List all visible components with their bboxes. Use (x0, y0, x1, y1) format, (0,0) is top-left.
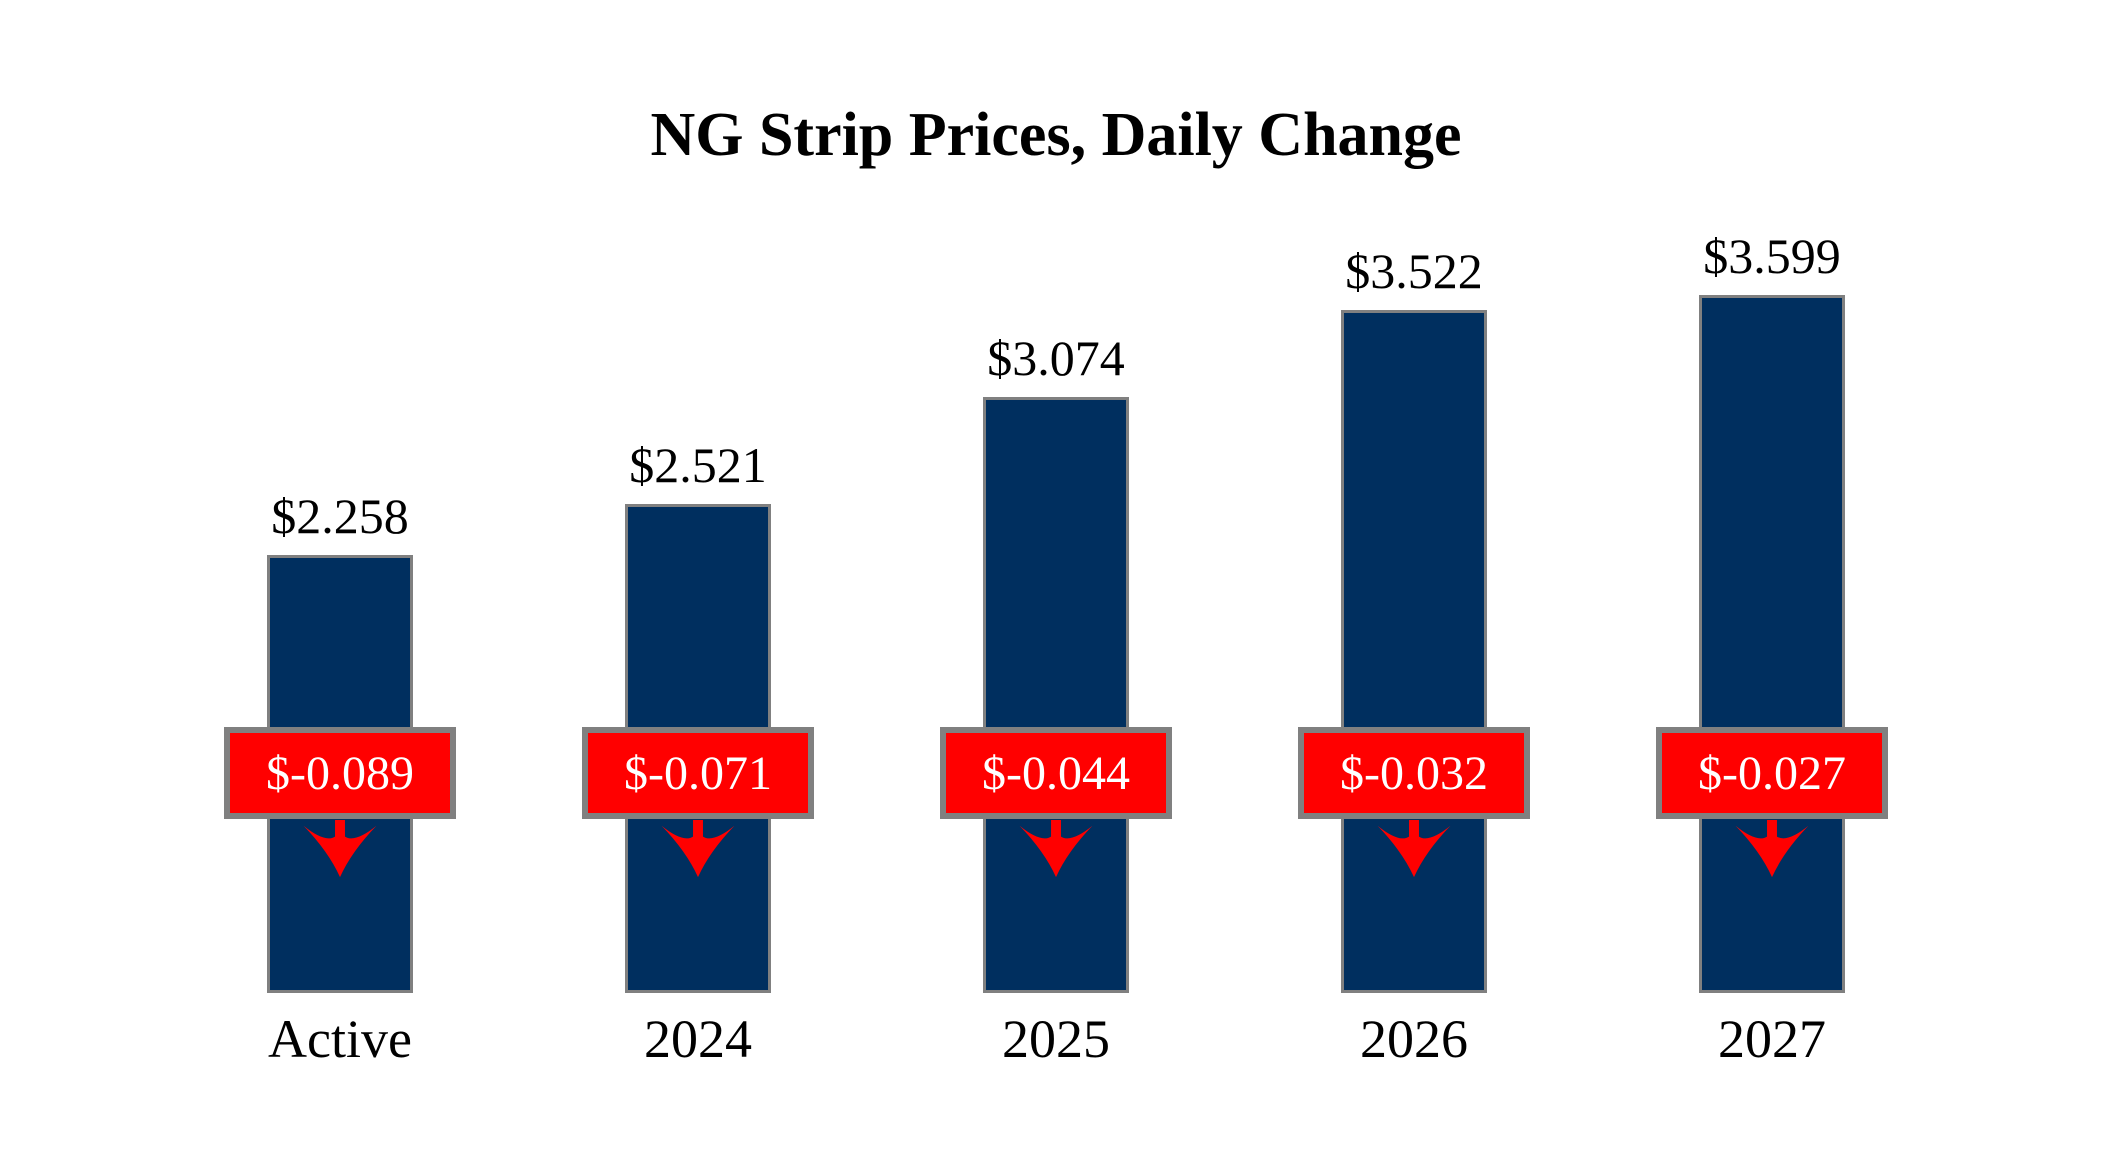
daily-change-badge: $-0.027 (1656, 727, 1888, 819)
bar-value-label: $3.599 (1703, 228, 1841, 284)
bar-value-label: $3.522 (1345, 243, 1483, 299)
bar-2026 (1341, 310, 1487, 993)
category-label-2024: 2024 (644, 1009, 752, 1069)
bar-value-label: $2.521 (629, 437, 767, 493)
chart-title: NG Strip Prices, Daily Change (650, 101, 1462, 169)
down-arrow-icon (1377, 820, 1451, 878)
daily-change-badge: $-0.044 (940, 727, 1172, 819)
bar-value-label: $3.074 (987, 330, 1125, 386)
bar-2025 (983, 397, 1129, 993)
down-arrow-icon (1019, 820, 1093, 878)
daily-change-badge: $-0.089 (224, 727, 456, 819)
down-arrow-icon (661, 820, 735, 878)
category-label-2027: 2027 (1718, 1009, 1826, 1069)
down-arrow-icon (1735, 820, 1809, 878)
bar-2027 (1699, 295, 1845, 993)
down-arrow-icon (303, 820, 377, 878)
daily-change-badge: $-0.071 (582, 727, 814, 819)
daily-change-badge: $-0.032 (1298, 727, 1530, 819)
category-label-Active: Active (268, 1009, 412, 1069)
category-label-2026: 2026 (1360, 1009, 1468, 1069)
bar-value-label: $2.258 (271, 488, 409, 544)
category-label-2025: 2025 (1002, 1009, 1110, 1069)
